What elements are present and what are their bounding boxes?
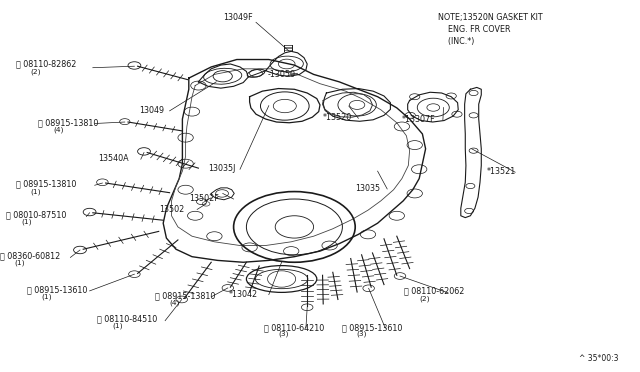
Text: Ⓢ 08360-60812: Ⓢ 08360-60812	[0, 251, 60, 260]
Text: Ⓑ 08110-64210: Ⓑ 08110-64210	[264, 323, 324, 332]
Text: (1): (1)	[21, 219, 32, 225]
Text: Ⓑ 08010-87510: Ⓑ 08010-87510	[6, 211, 67, 219]
Text: 13035J: 13035J	[208, 164, 236, 173]
Text: (2): (2)	[419, 295, 430, 302]
Text: (4): (4)	[53, 127, 63, 134]
Text: 13502F: 13502F	[189, 194, 219, 203]
Text: (2): (2)	[31, 68, 42, 75]
Text: (3): (3)	[278, 331, 289, 337]
Text: -13050: -13050	[268, 70, 296, 79]
Text: *13307F: *13307F	[402, 115, 436, 124]
Text: Ⓥ 08915-13810: Ⓥ 08915-13810	[38, 118, 99, 127]
Text: 13049F: 13049F	[223, 13, 252, 22]
Text: NOTE;13520N GASKET KIT
    ENG. FR COVER
    (INC.*): NOTE;13520N GASKET KIT ENG. FR COVER (IN…	[438, 13, 543, 46]
Text: Ⓑ 08110-62062: Ⓑ 08110-62062	[404, 287, 465, 296]
Text: ^ 35*00:3: ^ 35*00:3	[579, 354, 619, 363]
Text: Ⓦ 08915-13610: Ⓦ 08915-13610	[27, 285, 87, 294]
Text: 13035: 13035	[355, 185, 380, 193]
Text: *13520: *13520	[323, 113, 353, 122]
Text: Ⓑ 08110-82862: Ⓑ 08110-82862	[16, 60, 76, 68]
Text: *13521: *13521	[486, 167, 516, 176]
Text: (3): (3)	[356, 331, 367, 337]
Text: Ⓥ 08915-13610: Ⓥ 08915-13610	[342, 323, 402, 332]
Text: Ⓦ 08915-13810: Ⓦ 08915-13810	[16, 180, 76, 189]
Text: 13049: 13049	[140, 106, 164, 115]
Text: (1): (1)	[42, 293, 52, 300]
Text: Ⓦ 08915-13810: Ⓦ 08915-13810	[155, 291, 215, 300]
Text: (1): (1)	[15, 260, 26, 266]
Text: 13502: 13502	[159, 205, 184, 214]
Text: (4): (4)	[170, 299, 180, 306]
Text: (1): (1)	[112, 323, 123, 330]
Text: Ⓑ 08110-84510: Ⓑ 08110-84510	[97, 315, 157, 324]
Text: (1): (1)	[31, 188, 42, 195]
Text: 13540A: 13540A	[98, 154, 129, 163]
Text: *13042: *13042	[229, 290, 259, 299]
